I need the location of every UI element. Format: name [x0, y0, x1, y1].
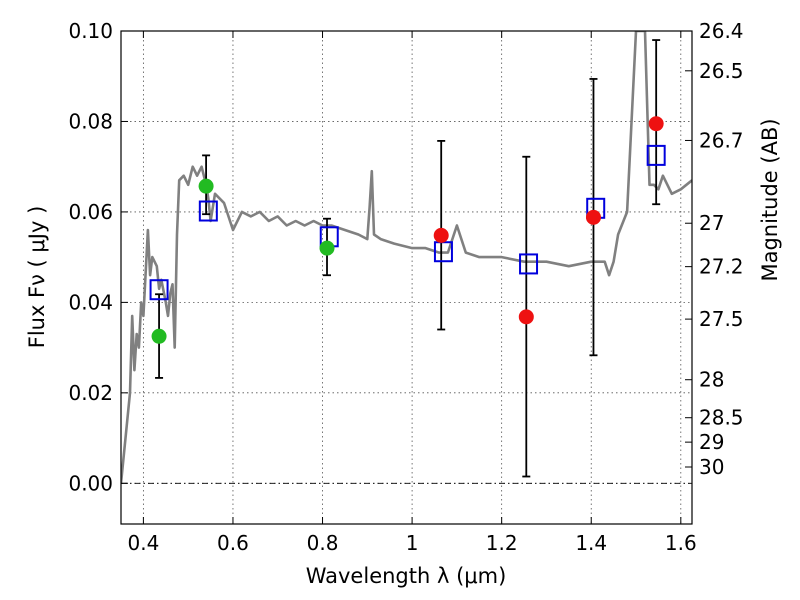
- y-tick-label: 0.06: [68, 200, 113, 224]
- right-axis-label: Magnitude (AB): [758, 118, 782, 281]
- y2-tick-label: 26.4: [699, 19, 744, 43]
- x-tick-label: 0.8: [307, 531, 339, 555]
- y-tick-label: 0.08: [68, 109, 113, 133]
- data-point-circle: [518, 309, 534, 325]
- y2-tick-label: 28.5: [699, 406, 744, 430]
- axis-ticks: 0.4 0.6 0.8 1 1.2 1.4 1.6 0.00 0.02 0.04 0.06 0.08 0…: [68, 19, 743, 555]
- y-tick-label: 0.02: [68, 381, 113, 405]
- y-tick-label: 0.04: [68, 290, 113, 314]
- y2-tick-label: 27: [699, 211, 724, 235]
- x-tick-label: 1.6: [665, 531, 697, 555]
- model-flux-square: [646, 144, 666, 166]
- plot-frame: [120, 30, 693, 525]
- data-point-circle: [319, 240, 335, 256]
- x-axis-label: Wavelength λ (μm): [306, 564, 507, 588]
- data-point-circle: [433, 227, 449, 243]
- model-flux-square: [198, 200, 218, 222]
- y2-tick-label: 26.7: [699, 128, 744, 152]
- y-tick-label: 0.00: [68, 471, 113, 495]
- y-axis-label: Flux Fν ( μJy ): [25, 206, 49, 349]
- x-tick-label: 0.6: [217, 531, 249, 555]
- data-point-circle: [648, 116, 664, 132]
- y2-tick-label: 27.5: [699, 307, 744, 331]
- plot-area: [121, 31, 692, 484]
- data-point-circle: [585, 209, 601, 225]
- y2-tick-label: 30: [699, 455, 724, 479]
- model-sed-line: [121, 31, 692, 484]
- model-flux-square: [149, 279, 169, 301]
- x-tick-label: 0.4: [127, 531, 159, 555]
- plot-clip-group: [121, 31, 692, 484]
- data-point-circle: [151, 328, 167, 344]
- model-flux-square: [519, 253, 539, 275]
- grid: [121, 30, 692, 524]
- y2-tick-label: 29: [699, 430, 724, 454]
- y2-tick-label: 27.2: [699, 255, 744, 279]
- y2-tick-label: 28: [699, 368, 724, 392]
- x-tick-label: 1: [406, 531, 419, 555]
- y2-tick-label: 26.5: [699, 59, 744, 83]
- data-point-circle: [198, 178, 214, 194]
- y-tick-label: 0.10: [68, 19, 113, 43]
- x-tick-label: 1.4: [575, 531, 607, 555]
- x-tick-label: 1.2: [486, 531, 518, 555]
